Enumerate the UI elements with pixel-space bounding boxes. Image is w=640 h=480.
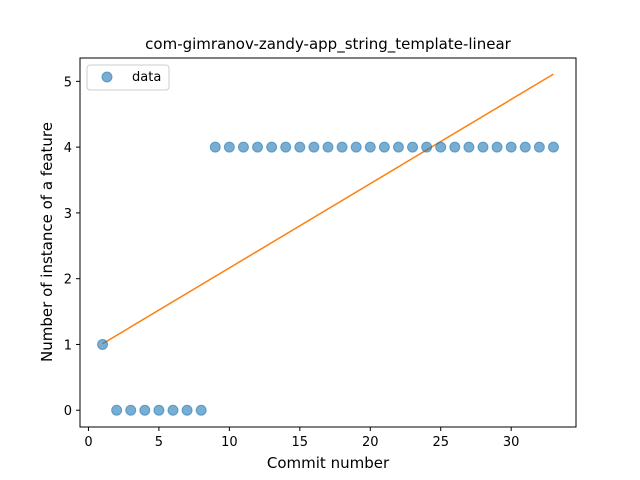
data-point [237, 141, 249, 153]
data-point [477, 141, 489, 153]
data-point [125, 404, 137, 416]
y-tick-label: 2 [64, 273, 72, 288]
legend-label: data [132, 70, 161, 85]
y-tick-label: 1 [64, 338, 72, 353]
data-point [322, 141, 334, 153]
data-point [547, 141, 559, 153]
y-tick-label: 3 [64, 207, 72, 222]
data-point [519, 141, 531, 153]
x-tick-label: 5 [155, 435, 163, 450]
data-point [350, 141, 362, 153]
legend-box [86, 64, 170, 91]
data-point [167, 404, 179, 416]
data-point [505, 141, 517, 153]
data-point [491, 141, 503, 153]
data-point [407, 141, 419, 153]
data-point [223, 141, 235, 153]
fit-line [102, 73, 554, 345]
y-tick-label: 4 [64, 141, 72, 156]
axes: 0 5 10 15 20 25 30 0 1 2 3 4 5 [64, 75, 520, 450]
data-point [280, 141, 292, 153]
data-point [435, 141, 447, 153]
legend-marker [101, 71, 113, 83]
data-point [392, 141, 404, 153]
x-tick-label: 30 [503, 435, 520, 450]
data-point [97, 338, 109, 350]
data-point [378, 141, 390, 153]
data-point [364, 141, 376, 153]
data-point [181, 404, 193, 416]
y-tick-label: 5 [64, 75, 72, 90]
y-axis-label: Number of instance of a feature [38, 122, 56, 362]
data-point [449, 141, 461, 153]
data-point [308, 141, 320, 153]
axes-frame [79, 57, 577, 428]
x-tick-label: 0 [84, 435, 92, 450]
plot-area [97, 73, 559, 416]
data-point [252, 141, 264, 153]
data-point [195, 404, 207, 416]
y-tick-label: 0 [64, 404, 72, 419]
data-point [153, 404, 165, 416]
data-point [421, 141, 433, 153]
data-point [139, 404, 151, 416]
data-point [294, 141, 306, 153]
x-axis-label: Commit number [267, 454, 390, 472]
data-point [209, 141, 221, 153]
x-tick-label: 15 [292, 435, 309, 450]
data-point [463, 141, 475, 153]
chart-title: com-gimranov-zandy-app_string_template-l… [145, 35, 511, 54]
data-point [533, 141, 545, 153]
legend: data [86, 64, 170, 91]
data-point [111, 404, 123, 416]
x-tick-label: 25 [432, 435, 449, 450]
data-point [266, 141, 278, 153]
data-point [336, 141, 348, 153]
x-tick-label: 20 [362, 435, 379, 450]
x-tick-label: 10 [221, 435, 238, 450]
